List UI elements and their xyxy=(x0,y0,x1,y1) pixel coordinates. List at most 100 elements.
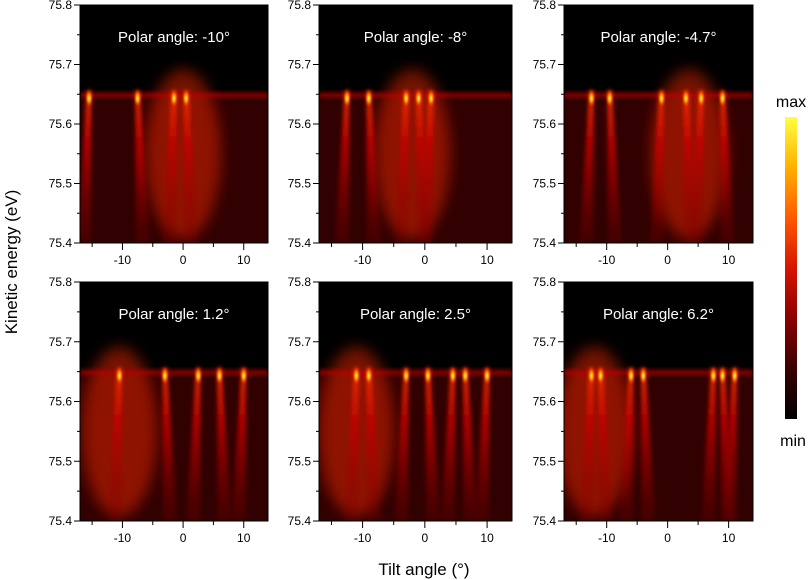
band-top-highlight xyxy=(657,89,666,108)
panel-title: Polar angle: 6.2° xyxy=(603,306,714,323)
band-dispersion xyxy=(475,367,490,521)
fermi-edge xyxy=(564,369,753,375)
band-top-highlight xyxy=(697,89,706,108)
band-dispersion xyxy=(366,367,381,521)
band-dispersion xyxy=(607,90,622,243)
band-dispersion xyxy=(722,367,737,521)
band-top-highlight xyxy=(596,366,605,385)
y-tick-label: 75.4 xyxy=(533,514,557,528)
band-dispersion xyxy=(649,90,664,243)
y-tick-label: 75.4 xyxy=(49,236,73,250)
colorbar-max-label: max xyxy=(776,94,806,111)
band-dispersion xyxy=(720,90,735,243)
panel-title: Polar angle: -8° xyxy=(364,29,468,46)
band-top-highlight xyxy=(352,366,361,385)
band-top-highlight xyxy=(402,366,411,385)
band-top-highlight xyxy=(605,89,614,108)
band-top-highlight xyxy=(194,366,203,385)
y-tick-label: 75.8 xyxy=(533,0,557,12)
band-dispersion xyxy=(641,367,656,521)
y-tick-label: 75.5 xyxy=(49,177,73,191)
x-tick-label: 10 xyxy=(722,531,736,545)
heatmap-panel: -10 0 10 75.4 75.5 75.6 75.7 75.8 Polar angle: -… xyxy=(288,0,513,267)
y-tick-label: 75.6 xyxy=(288,117,312,131)
y-tick-label: 75.8 xyxy=(49,275,73,289)
band-top-highlight xyxy=(587,366,596,385)
y-tick-label: 75.4 xyxy=(288,514,312,528)
band-top-highlight xyxy=(85,89,94,108)
y-tick-label: 75.6 xyxy=(533,117,557,131)
y-axis-title: Kinetic energy (eV) xyxy=(2,190,21,335)
band-top-highlight xyxy=(215,366,224,385)
fermi-edge xyxy=(80,369,268,375)
heatmap-panel: -10 0 10 75.4 75.5 75.6 75.7 75.8 Polar angle: -… xyxy=(49,0,269,267)
y-tick-label: 75.8 xyxy=(533,275,557,289)
band-dispersion xyxy=(135,90,150,243)
y-tick-label: 75.7 xyxy=(533,58,557,72)
band-top-highlight xyxy=(402,89,411,108)
colorbar-min-label: min xyxy=(780,433,806,450)
x-tick-label: -10 xyxy=(354,531,372,545)
band-top-highlight xyxy=(170,89,178,108)
band-dispersion xyxy=(394,90,409,243)
band-top-highlight xyxy=(414,89,423,108)
y-tick-label: 75.6 xyxy=(49,117,73,131)
y-tick-label: 75.5 xyxy=(533,454,557,468)
y-tick-label: 75.6 xyxy=(533,395,557,409)
band-top-highlight xyxy=(681,89,690,108)
x-tick-label: 0 xyxy=(664,531,671,545)
y-tick-label: 75.4 xyxy=(533,236,557,250)
band-top-highlight xyxy=(423,366,432,385)
fermi-edge xyxy=(319,369,512,375)
y-tick-label: 75.5 xyxy=(533,177,557,191)
x-tick-label: 0 xyxy=(664,253,671,267)
band-dispersion xyxy=(80,90,92,243)
x-tick-label: 10 xyxy=(480,253,494,267)
intensity-hotspot xyxy=(564,346,633,517)
band-dispersion xyxy=(440,367,455,521)
y-tick-label: 75.4 xyxy=(288,236,312,250)
x-tick-label: 10 xyxy=(722,253,736,267)
heatmap-panel: -10 0 10 75.4 75.5 75.6 75.7 75.8 Polar angle: 2… xyxy=(288,275,513,545)
x-tick-label: 0 xyxy=(421,253,428,267)
band-dispersion xyxy=(162,367,177,521)
y-tick-label: 75.7 xyxy=(288,335,312,349)
x-tick-label: 10 xyxy=(480,531,494,545)
band-dispersion xyxy=(619,367,634,521)
band-top-highlight xyxy=(639,366,648,385)
x-tick-label: -10 xyxy=(114,531,132,545)
x-tick-label: 0 xyxy=(180,253,187,267)
band-dispersion xyxy=(394,367,409,521)
band-dispersion xyxy=(184,90,199,243)
band-dispersion xyxy=(579,90,594,243)
panel-title: Polar angle: -4.7° xyxy=(600,29,716,46)
band-dispersion xyxy=(579,367,594,521)
heatmap-panel: -10 0 10 75.4 75.5 75.6 75.7 75.8 Polar angle: -… xyxy=(533,0,754,267)
band-top-highlight xyxy=(160,366,169,385)
y-tick-label: 75.4 xyxy=(49,514,73,528)
band-dispersion xyxy=(186,367,201,521)
band-dispersion xyxy=(598,367,613,521)
y-tick-label: 75.7 xyxy=(49,58,73,72)
band-dispersion xyxy=(701,367,716,521)
x-tick-label: -10 xyxy=(598,253,616,267)
x-tick-label: -10 xyxy=(598,531,616,545)
band-dispersion xyxy=(419,90,434,243)
y-tick-label: 75.6 xyxy=(49,395,73,409)
band-top-highlight xyxy=(718,366,727,385)
y-tick-label: 75.8 xyxy=(49,0,73,12)
band-top-highlight xyxy=(343,89,352,108)
band-dispersion xyxy=(344,367,359,521)
band-top-highlight xyxy=(239,366,248,385)
band-top-highlight xyxy=(448,366,457,385)
band-top-highlight xyxy=(627,366,636,385)
x-tick-label: -10 xyxy=(114,253,132,267)
y-tick-label: 75.8 xyxy=(288,275,312,289)
y-tick-label: 75.5 xyxy=(288,454,312,468)
band-dispersion xyxy=(162,90,176,243)
band-top-highlight xyxy=(483,366,492,385)
y-tick-label: 75.7 xyxy=(533,335,557,349)
band-top-highlight xyxy=(730,366,739,385)
y-tick-label: 75.7 xyxy=(288,58,312,72)
